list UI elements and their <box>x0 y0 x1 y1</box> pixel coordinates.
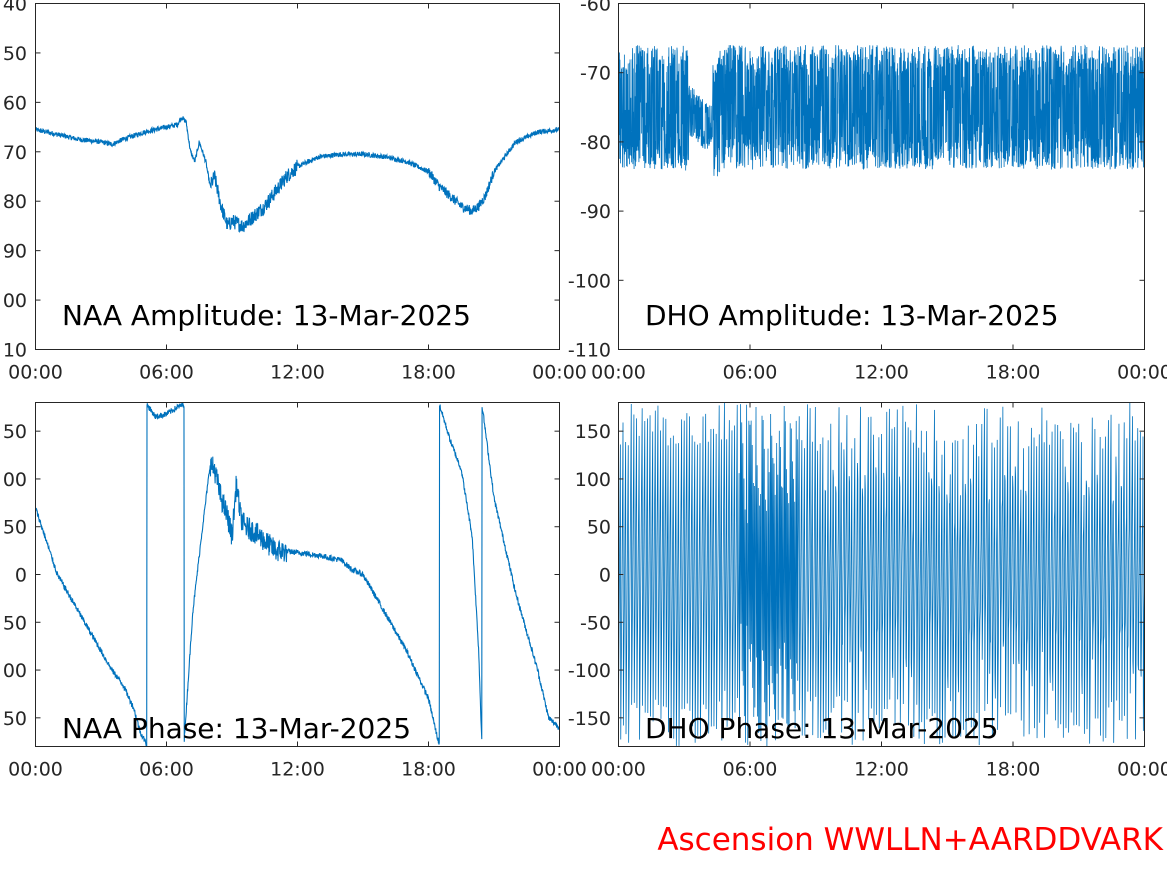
dho-amplitude-x-tick-label: 00:00 <box>1117 362 1167 384</box>
dho-amplitude-y-tick-label: -70 <box>580 63 611 85</box>
naa-amplitude-y-tick-label: 80 <box>3 191 27 213</box>
dho-phase-x-tick-label: 18:00 <box>986 759 1041 781</box>
dho-phase-series-line <box>618 402 1145 747</box>
naa-amplitude-y-tick-label: 40 <box>3 0 27 16</box>
dho-amplitude-y-tick-label: -100 <box>568 270 611 292</box>
naa-phase-x-tick-label: 12:00 <box>270 759 325 781</box>
dho-amplitude-ticks: 00:00 06:00 12:00 18:00 00:00-110-100-90-80-… <box>568 0 1167 384</box>
dho-phase-x-tick-label: 00:00 <box>1117 759 1167 781</box>
dho-amplitude-x-tick-label: 18:00 <box>986 362 1041 384</box>
dho-amplitude-series-line <box>618 44 1145 177</box>
naa-amplitude-y-tick-label: 50 <box>3 43 27 65</box>
dho-amplitude-y-tick-label: -90 <box>580 201 611 223</box>
naa-amplitude-series-line <box>35 116 560 233</box>
naa-amplitude-axes-box <box>35 3 560 350</box>
naa-amplitude-y-tick-label: 10 <box>3 340 27 362</box>
dho-phase-ticks: 00:00 06:00 12:00 18:00 00:00 -150 -100 -50 0 50 1… <box>568 402 1167 781</box>
dho-amplitude-plot-area <box>618 44 1145 177</box>
naa-amplitude-x-tick-label: 06:00 <box>139 362 194 384</box>
naa-amplitude-x-tick-label: 18:00 <box>401 362 456 384</box>
panel-dho-phase: 00:00 06:00 12:00 18:00 00:00 -150 -100 -50 0 50 1… <box>568 402 1167 781</box>
naa-phase-x-tick-label: 00:00 <box>8 759 63 781</box>
dho-amplitude-x-tick-label: 06:00 <box>723 362 778 384</box>
dho-amplitude-y-tick-label: -80 <box>580 132 611 154</box>
naa-amplitude-ticks: 00:00 06:00 12:00 18:00 00:00100090807060504… <box>3 0 587 384</box>
naa-amplitude-x-tick-label: 12:00 <box>270 362 325 384</box>
naa-phase-y-tick-label: 0 <box>15 565 27 587</box>
naa-amplitude-x-tick-label: 00:00 <box>532 362 587 384</box>
naa-amplitude-y-tick-label: 00 <box>3 290 27 312</box>
naa-phase-x-tick-label: 06:00 <box>139 759 194 781</box>
dho-phase-plot-area <box>618 402 1145 747</box>
naa-phase-x-tick-label: 18:00 <box>401 759 456 781</box>
naa-phase-x-tick-label: 00:00 <box>532 759 587 781</box>
naa-amplitude-y-tick-label: 70 <box>3 142 27 164</box>
dho-phase-x-tick-label: 12:00 <box>854 759 909 781</box>
dho-phase-y-tick-label: -100 <box>568 660 611 682</box>
dho-amplitude-title: DHO Amplitude: 13-Mar-2025 <box>645 299 1059 332</box>
naa-phase-y-tick-label: 50 <box>3 517 27 539</box>
panel-naa-amplitude: 00:00 06:00 12:00 18:00 00:00100090807060504… <box>3 0 587 384</box>
dho-phase-y-tick-label: 100 <box>575 469 611 491</box>
panel-dho-amplitude: 00:00 06:00 12:00 18:00 00:00-110-100-90-80-… <box>568 0 1167 384</box>
naa-phase-ticks: 00:00 06:00 12:00 18:00 00:00 50 00 50 0 50 00 50 <box>3 402 587 781</box>
naa-phase-series-line <box>35 402 560 747</box>
dho-phase-y-tick-label: -150 <box>568 708 611 730</box>
naa-phase-axes-box <box>35 402 560 747</box>
naa-amplitude-x-tick-label: 00:00 <box>8 362 63 384</box>
naa-amplitude-title: NAA Amplitude: 13-Mar-2025 <box>62 299 471 332</box>
dho-phase-y-tick-label: 0 <box>599 565 611 587</box>
dho-amplitude-y-tick-label: -60 <box>580 0 611 16</box>
dho-phase-y-tick-label: -50 <box>580 612 611 634</box>
dho-phase-x-tick-label: 06:00 <box>723 759 778 781</box>
naa-phase-y-tick-label: 50 <box>3 612 27 634</box>
dho-amplitude-x-tick-label: 12:00 <box>854 362 909 384</box>
naa-phase-plot-area <box>35 402 560 747</box>
naa-amplitude-y-tick-label: 60 <box>3 92 27 114</box>
dho-amplitude-x-tick-label: 00:00 <box>591 362 646 384</box>
naa-phase-y-tick-label: 50 <box>3 708 27 730</box>
naa-phase-y-tick-label: 50 <box>3 421 27 443</box>
dho-amplitude-y-tick-label: -110 <box>568 340 611 362</box>
naa-amplitude-plot-area <box>35 116 560 233</box>
dho-phase-x-tick-label: 00:00 <box>591 759 646 781</box>
dho-phase-y-tick-label: 150 <box>575 421 611 443</box>
naa-phase-y-tick-label: 00 <box>3 660 27 682</box>
dho-phase-y-tick-label: 50 <box>587 517 611 539</box>
credit-label: Ascension WWLLN+AARDDVARK <box>657 822 1163 858</box>
naa-phase-y-tick-label: 00 <box>3 469 27 491</box>
naa-phase-title: NAA Phase: 13-Mar-2025 <box>62 712 411 745</box>
naa-amplitude-y-tick-label: 90 <box>3 241 27 263</box>
dho-phase-title: DHO Phase: 13-Mar-2025 <box>645 712 999 745</box>
panel-naa-phase: 00:00 06:00 12:00 18:00 00:00 50 00 50 0 50 00 50 N… <box>3 402 587 781</box>
